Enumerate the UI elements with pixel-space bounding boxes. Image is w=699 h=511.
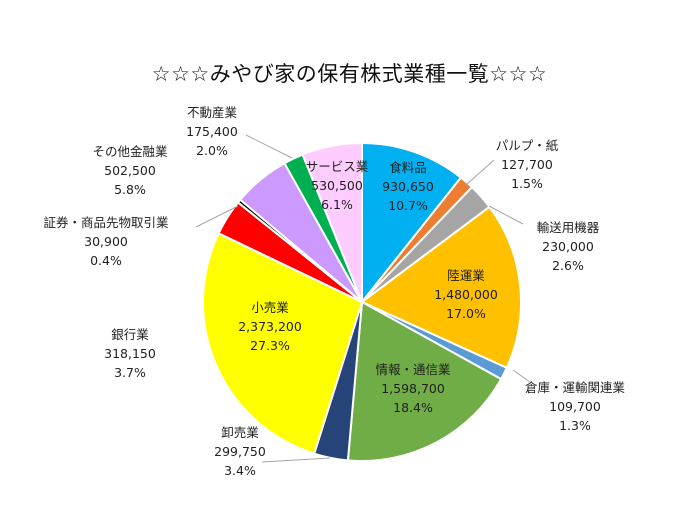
label-percent-label: 10.7% [388, 198, 428, 213]
slice-5 [346, 300, 503, 462]
slice-12 [301, 141, 363, 303]
slice-3 [360, 205, 522, 370]
label-value-label: 175,400 [186, 124, 238, 139]
label-name: その他金融業 [92, 144, 168, 159]
label-percent-label: 1.3% [559, 418, 591, 433]
label-value-label: 127,700 [501, 157, 553, 172]
label-value-label: 1,598,700 [381, 381, 445, 396]
label-value-label: 30,900 [84, 234, 128, 249]
data-label-8: 銀行業 318,150 3.7% [104, 327, 156, 380]
data-label-3: 陸運業 1,480,000 17.0% [434, 268, 498, 321]
label-name: 食料品 [389, 160, 427, 175]
label-value-label: 230,000 [542, 239, 594, 254]
label-name: サービス業 [306, 159, 369, 174]
label-percent-label: 2.6% [552, 258, 584, 273]
data-label-1: パルプ・紙 127,700 1.5% [496, 138, 559, 191]
data-label-7: 小売業 2,373,200 27.3% [238, 300, 302, 353]
label-percent-label: 5.8% [114, 182, 146, 197]
data-label-11: 不動産業 175,400 2.0% [186, 105, 238, 158]
label-name: パルプ・紙 [496, 138, 559, 153]
leader-line-6 [261, 457, 331, 463]
data-label-6: 卸売業 299,750 3.4% [214, 425, 266, 478]
label-percent-label: 6.1% [321, 197, 353, 212]
slice-7 [202, 231, 364, 455]
leader-line-9 [195, 205, 239, 228]
label-name: 不動産業 [187, 105, 238, 120]
label-percent-label: 27.3% [250, 338, 290, 353]
leader-line-1 [465, 159, 495, 186]
label-name: 卸売業 [221, 425, 259, 440]
label-percent-label: 2.0% [196, 143, 228, 158]
label-percent-label: 1.5% [511, 176, 543, 191]
label-value-label: 109,700 [549, 399, 601, 414]
label-name: 証券・商品先物取引業 [43, 215, 169, 230]
label-percent-label: 3.4% [224, 463, 256, 478]
data-label-12: サービス業 530,500 6.1% [306, 159, 369, 212]
pie-slices [202, 141, 522, 462]
slice-0 [361, 141, 463, 305]
chart-title: ☆☆☆みやび家の保有株式業種一覧☆☆☆ [151, 62, 548, 86]
label-percent-label: 17.0% [446, 306, 486, 321]
data-label-4: 倉庫・運輸関連業 109,700 1.3% [525, 380, 626, 433]
data-label-5: 情報・通信業 1,598,700 18.4% [375, 362, 451, 415]
label-name: 輸送用機器 [537, 220, 600, 235]
label-value-label: 1,480,000 [434, 287, 498, 302]
label-value-label: 2,373,200 [238, 319, 302, 334]
label-name: 銀行業 [111, 327, 149, 342]
label-name: 情報・通信業 [375, 362, 451, 377]
label-value-label: 530,500 [311, 178, 363, 193]
label-value-label: 299,750 [214, 444, 266, 459]
label-value-label: 318,150 [104, 346, 156, 361]
label-name: 小売業 [251, 300, 289, 315]
label-value-label: 502,500 [104, 163, 156, 178]
leader-line-11 [245, 134, 293, 159]
leader-line-4 [512, 369, 531, 383]
label-percent-label: 18.4% [393, 400, 433, 415]
label-percent-label: 0.4% [90, 253, 122, 268]
label-name: 倉庫・運輸関連業 [525, 380, 626, 395]
data-label-0: 食料品 930,650 10.7% [382, 160, 434, 213]
leader-line-2 [488, 205, 524, 225]
label-name: 陸運業 [447, 268, 485, 283]
label-value-label: 930,650 [382, 179, 434, 194]
data-label-2: 輸送用機器 230,000 2.6% [537, 220, 600, 273]
data-label-10: その他金融業 502,500 5.8% [92, 144, 168, 197]
label-percent-label: 3.7% [114, 365, 146, 380]
data-label-9: 証券・商品先物取引業 30,900 0.4% [43, 215, 169, 268]
